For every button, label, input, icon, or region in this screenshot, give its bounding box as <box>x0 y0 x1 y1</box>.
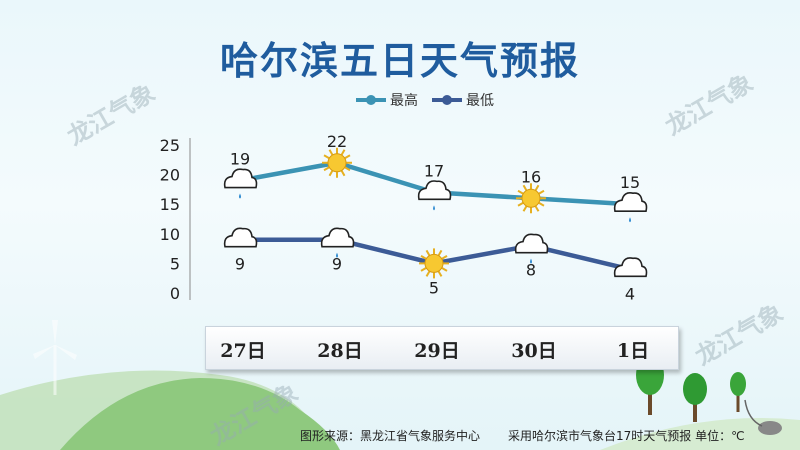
legend-label-low: 最低 <box>466 93 494 109</box>
mouse-icon <box>758 421 782 435</box>
sun-icon <box>516 183 546 214</box>
data-label-low: 9 <box>235 255 245 274</box>
x-tick-label: 1日 <box>616 340 650 362</box>
data-label-high: 15 <box>620 173 640 192</box>
data-label-low: 5 <box>429 278 439 297</box>
data-label-high: 19 <box>230 150 250 169</box>
cloud-icon <box>223 227 258 248</box>
footer-note: 采用哈尔滨市气象台17时天气预报 单位：℃ <box>508 429 745 443</box>
chart-legend: 最高 最低 <box>356 90 494 110</box>
footer-source: 图形来源：黑龙江省气象服务中心 <box>300 429 481 443</box>
data-label-high: 17 <box>424 161 444 180</box>
y-tick-label: 15 <box>160 195 180 214</box>
legend-label-high: 最高 <box>390 93 418 109</box>
data-label-low: 4 <box>625 284 635 303</box>
x-tick-label: 30日 <box>511 340 557 362</box>
legend-item-high: 最高 <box>356 90 418 110</box>
data-label-high: 22 <box>327 132 347 151</box>
cloud-icon <box>613 257 648 278</box>
sun-icon <box>419 248 449 279</box>
cloud-rain-icon <box>223 168 258 199</box>
sun-icon <box>322 147 352 178</box>
x-tick-label: 27日 <box>220 340 266 362</box>
x-tick-label: 29日 <box>414 340 460 362</box>
y-tick-label: 25 <box>160 136 180 155</box>
cloud-rain-icon <box>514 233 549 264</box>
cloud-rain-icon <box>320 227 355 258</box>
legend-line-low <box>432 95 462 105</box>
legend-item-low: 最低 <box>432 90 494 110</box>
y-tick-label: 5 <box>170 254 180 273</box>
cloud-rain-icon <box>613 192 648 223</box>
tree-icon <box>730 372 746 412</box>
cloud-rain-icon <box>417 180 452 211</box>
data-label-low: 9 <box>332 255 342 274</box>
date-axis-bar: 27日 28日 29日 30日 1日 <box>205 326 679 370</box>
tree-icon <box>683 373 707 422</box>
data-label-low: 8 <box>526 261 536 280</box>
y-tick-label: 10 <box>160 225 180 244</box>
hill-right <box>600 418 800 450</box>
data-label-high: 16 <box>521 167 541 186</box>
page-title: 哈尔滨五日天气预报 <box>219 39 580 83</box>
hill-front <box>60 378 340 450</box>
x-tick-label: 28日 <box>317 340 363 362</box>
windmill-icon <box>33 320 77 395</box>
legend-line-high <box>356 95 386 105</box>
y-tick-label: 20 <box>160 166 180 185</box>
y-tick-label: 0 <box>170 284 180 303</box>
